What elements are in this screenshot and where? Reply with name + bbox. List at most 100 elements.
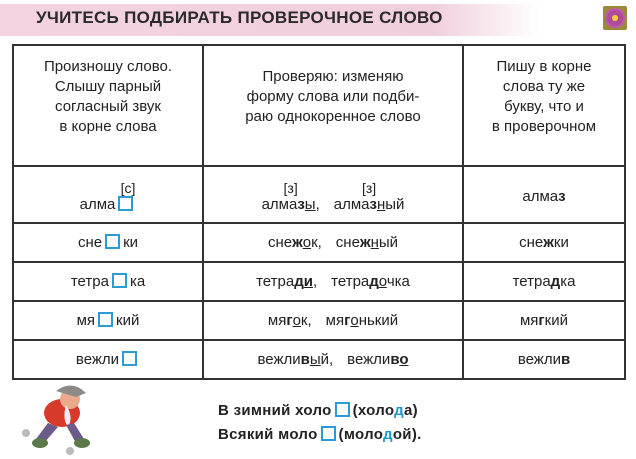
- text-segment: ка: [560, 273, 576, 290]
- text-segment: сне: [335, 234, 360, 251]
- text-segment: ы: [309, 351, 321, 368]
- cell-check-words: [з] алмазы, [з] алмазный: [202, 165, 464, 224]
- cell-answer: мягкий: [462, 300, 626, 341]
- check-word: снежный: [336, 234, 398, 251]
- cell-answer: алмаз: [462, 165, 626, 224]
- check-word: мягок,: [268, 312, 312, 329]
- blank-square-icon: [105, 234, 121, 249]
- transcription: [з]: [361, 180, 377, 196]
- text-segment: о: [350, 312, 359, 329]
- cell-word: сне ки: [12, 222, 204, 263]
- header-cell-pronounce: Произношу слово. Слышу парный согласный зв…: [12, 44, 204, 167]
- text-segment: сне: [267, 234, 293, 251]
- check-word: [з] алмазный: [334, 180, 405, 213]
- text-segment: д: [550, 273, 561, 290]
- cell-word: [с] алма: [12, 165, 204, 224]
- text-segment: вежли: [347, 351, 391, 368]
- table-row: тетра ка тетради, тетрадочка тетрадка: [12, 261, 626, 302]
- text-segment: о: [302, 234, 312, 251]
- header-line: Произношу слово.: [43, 57, 173, 75]
- text-segment: алма: [261, 196, 298, 213]
- header-cell-write: Пишу в корне слова ту же букву, что и в про…: [462, 44, 626, 167]
- text-segment: в: [560, 351, 571, 368]
- text-segment: и: [303, 273, 313, 290]
- text-segment: д: [294, 273, 304, 290]
- cell-word: вежли: [12, 339, 204, 380]
- highlight-letter: д: [394, 402, 404, 419]
- word-part-before: мя: [76, 312, 96, 329]
- text-segment: о: [292, 312, 301, 329]
- running-gnome-illustration: [22, 385, 90, 455]
- header-line: раю однокоренное слово: [245, 107, 421, 125]
- header-line: букву, что и: [504, 97, 584, 115]
- text-segment: алма: [333, 196, 370, 213]
- text-segment: г: [286, 312, 293, 329]
- table-row: [с] алма [з] алмазы, [з] алмазный алмаз: [12, 165, 626, 224]
- cell-answer: вежлив: [462, 339, 626, 380]
- cell-word: мя кий: [12, 300, 204, 341]
- blank-square-icon: [122, 351, 138, 366]
- text-segment: вежли: [517, 351, 561, 368]
- word-part-after: кий: [116, 312, 140, 329]
- text-segment: в: [390, 351, 400, 368]
- text-segment: вежли: [257, 351, 301, 368]
- flower-icon: [603, 6, 627, 30]
- blank-square-icon: [320, 426, 336, 441]
- text-segment: к,: [300, 312, 312, 329]
- text-segment: мя: [325, 312, 345, 329]
- text-segment: ки: [553, 234, 569, 251]
- proverb-text: Всякий моло: [218, 426, 318, 443]
- proverb-text: В зимний холо: [218, 402, 332, 419]
- text-segment: ж: [543, 234, 554, 251]
- text-segment: тетра: [331, 273, 370, 290]
- header-line: слова ту же: [502, 77, 586, 95]
- check-word: снежок,: [268, 234, 322, 251]
- text-segment: д: [369, 273, 379, 290]
- text-segment: нький: [358, 312, 399, 329]
- table-row: вежли вежливый, вежливо вежлив: [12, 339, 626, 380]
- text-segment: з: [369, 196, 377, 213]
- cell-check-words: тетради, тетрадочка: [202, 261, 464, 302]
- word-part-after: ка: [129, 273, 146, 290]
- cell-check-words: снежок, снежный: [202, 222, 464, 263]
- check-word: мягонький: [326, 312, 398, 329]
- proverb-line-2: Всякий моло (молодой).: [218, 426, 422, 443]
- proverb-hint-end: а): [404, 402, 418, 419]
- word-part-before: алма: [79, 196, 116, 213]
- cell-answer: тетрадка: [462, 261, 626, 302]
- proverb-hint: (моло: [338, 426, 384, 443]
- header-line: форму слова или подби-: [246, 87, 420, 105]
- word-part-before: сне: [77, 234, 103, 251]
- cell-word: тетра ка: [12, 261, 204, 302]
- word-part-before: тетра: [70, 273, 109, 290]
- blank-square-icon: [334, 402, 350, 417]
- check-word: [з] алмазы,: [262, 180, 320, 213]
- text-segment: ж: [359, 234, 371, 251]
- blank-square-icon: [111, 273, 127, 288]
- text-segment: ,: [312, 273, 318, 290]
- highlight-letter: д: [383, 426, 393, 443]
- text-segment: мя: [519, 312, 539, 329]
- header-line: согласный звук: [55, 97, 161, 115]
- proverb-line-1: В зимний холо (холода): [218, 402, 418, 419]
- check-word: вежливо: [347, 351, 408, 368]
- text-segment: сне: [519, 234, 544, 251]
- proverb-hint: (холо: [352, 402, 395, 419]
- rule-table: Произношу слово. Слышу парный согласный зв…: [12, 44, 626, 380]
- transcription: [с]: [120, 180, 136, 196]
- text-segment: в: [300, 351, 310, 368]
- header-line: Проверяю: изменяю: [262, 67, 404, 85]
- text-segment: ж: [292, 234, 303, 251]
- text-segment: тетра: [256, 273, 295, 290]
- text-segment: тетра: [512, 273, 551, 290]
- cell-answer: снежки: [462, 222, 626, 263]
- check-word: вежливый,: [257, 351, 333, 368]
- text-segment: г: [538, 312, 545, 329]
- table-row: сне ки снежок, снежный снежки: [12, 222, 626, 263]
- cell-check-words: вежливый, вежливо: [202, 339, 464, 380]
- text-segment: з: [558, 188, 566, 205]
- text-segment: з: [297, 196, 305, 213]
- table-row: мя кий мягок, мягонький мягкий: [12, 300, 626, 341]
- text-segment: кий: [544, 312, 568, 329]
- proverb-hint-end: ой).: [392, 426, 422, 443]
